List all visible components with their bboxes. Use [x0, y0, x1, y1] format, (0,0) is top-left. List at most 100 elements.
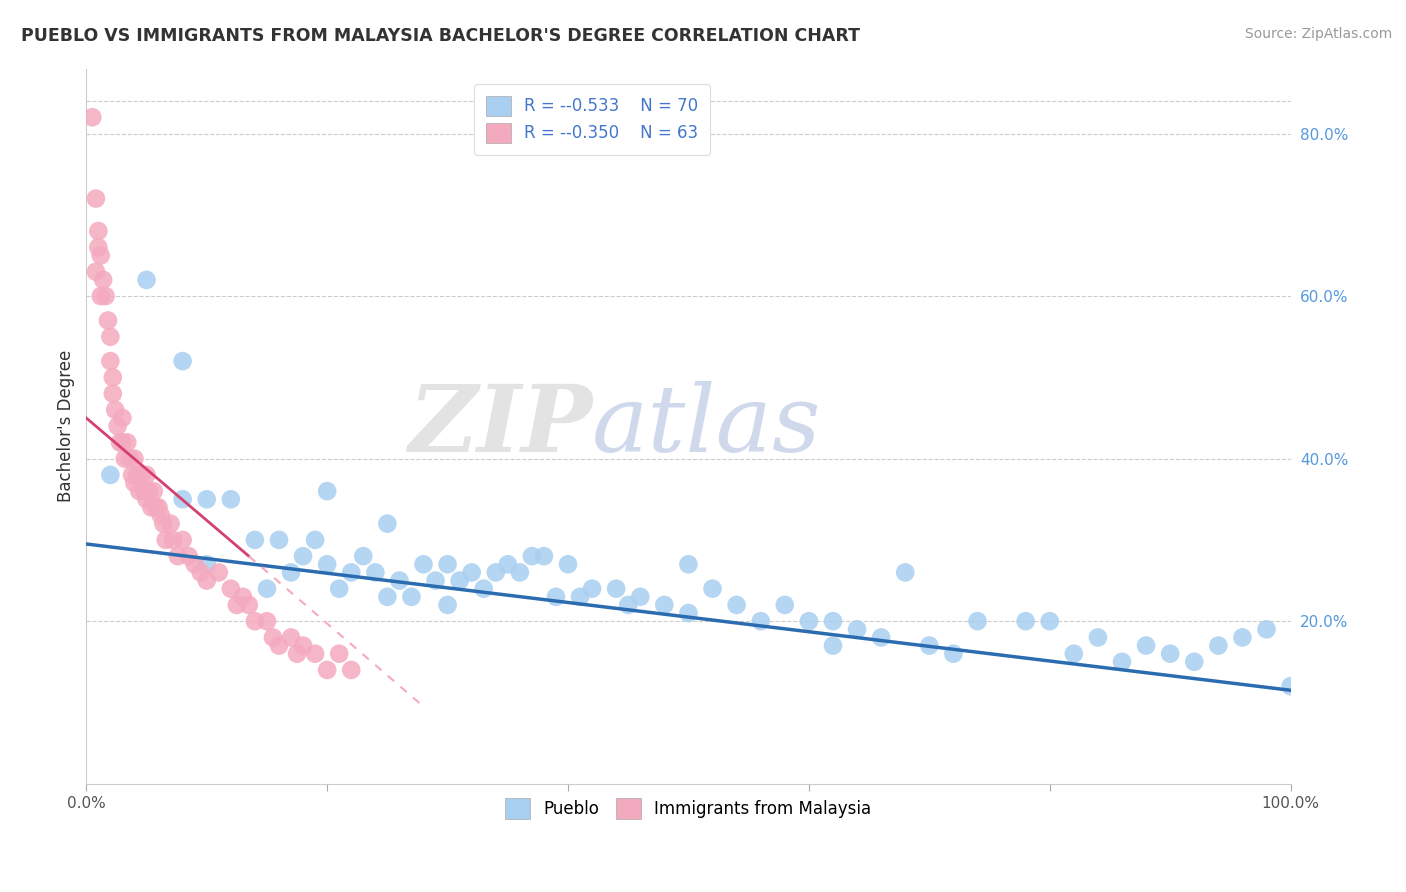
Point	[152, 516, 174, 531]
Point	[219, 492, 242, 507]
Point	[135, 273, 157, 287]
Point	[304, 533, 326, 547]
Point	[918, 639, 941, 653]
Point	[509, 566, 531, 580]
Point	[91, 273, 114, 287]
Point	[292, 549, 315, 564]
Point	[1014, 614, 1036, 628]
Point	[128, 484, 150, 499]
Point	[654, 598, 676, 612]
Point	[87, 240, 110, 254]
Point	[1111, 655, 1133, 669]
Point	[316, 558, 339, 572]
Point	[472, 582, 495, 596]
Point	[352, 549, 374, 564]
Point	[1232, 631, 1254, 645]
Point	[377, 516, 399, 531]
Point	[569, 590, 592, 604]
Point	[82, 110, 104, 124]
Point	[460, 566, 482, 580]
Point	[111, 435, 134, 450]
Point	[132, 484, 155, 499]
Point	[107, 419, 129, 434]
Point	[328, 647, 350, 661]
Point	[155, 533, 177, 547]
Point	[436, 558, 458, 572]
Point	[617, 598, 640, 612]
Point	[177, 549, 200, 564]
Point	[100, 354, 122, 368]
Point	[520, 549, 543, 564]
Text: Source: ZipAtlas.com: Source: ZipAtlas.com	[1244, 27, 1392, 41]
Point	[280, 566, 302, 580]
Point	[1135, 639, 1157, 653]
Point	[190, 566, 212, 580]
Point	[149, 508, 172, 523]
Point	[401, 590, 423, 604]
Point	[131, 467, 153, 482]
Point	[108, 435, 131, 450]
Point	[90, 248, 112, 262]
Point	[340, 663, 363, 677]
Legend: Pueblo, Immigrants from Malaysia: Pueblo, Immigrants from Malaysia	[499, 792, 879, 825]
Point	[256, 614, 278, 628]
Point	[101, 386, 124, 401]
Point	[821, 639, 844, 653]
Point	[628, 590, 651, 604]
Point	[87, 224, 110, 238]
Point	[138, 484, 160, 499]
Point	[702, 582, 724, 596]
Point	[388, 574, 411, 588]
Point	[749, 614, 772, 628]
Point	[425, 574, 447, 588]
Point	[267, 639, 290, 653]
Point	[1039, 614, 1062, 628]
Point	[183, 558, 205, 572]
Point	[797, 614, 820, 628]
Point	[436, 598, 458, 612]
Point	[101, 370, 124, 384]
Point	[1279, 679, 1302, 693]
Point	[172, 492, 194, 507]
Point	[1208, 639, 1230, 653]
Point	[894, 566, 917, 580]
Point	[544, 590, 567, 604]
Point	[114, 451, 136, 466]
Point	[377, 590, 399, 604]
Point	[280, 631, 302, 645]
Point	[100, 329, 122, 343]
Point	[135, 467, 157, 482]
Point	[100, 467, 122, 482]
Point	[172, 354, 194, 368]
Point	[166, 549, 188, 564]
Point	[118, 451, 141, 466]
Point	[773, 598, 796, 612]
Point	[195, 492, 218, 507]
Point	[496, 558, 519, 572]
Point	[142, 484, 165, 499]
Point	[285, 647, 308, 661]
Point	[725, 598, 748, 612]
Point	[90, 289, 112, 303]
Point	[267, 533, 290, 547]
Point	[412, 558, 434, 572]
Point	[1087, 631, 1109, 645]
Point	[195, 574, 218, 588]
Point	[678, 606, 700, 620]
Text: ZIP: ZIP	[408, 381, 592, 471]
Point	[141, 500, 163, 515]
Point	[111, 411, 134, 425]
Point	[1256, 623, 1278, 637]
Point	[159, 516, 181, 531]
Point	[1182, 655, 1205, 669]
Point	[94, 289, 117, 303]
Point	[262, 631, 284, 645]
Point	[364, 566, 387, 580]
Point	[678, 558, 700, 572]
Point	[84, 265, 107, 279]
Point	[557, 558, 579, 572]
Point	[124, 451, 146, 466]
Point	[304, 647, 326, 661]
Point	[104, 402, 127, 417]
Point	[225, 598, 247, 612]
